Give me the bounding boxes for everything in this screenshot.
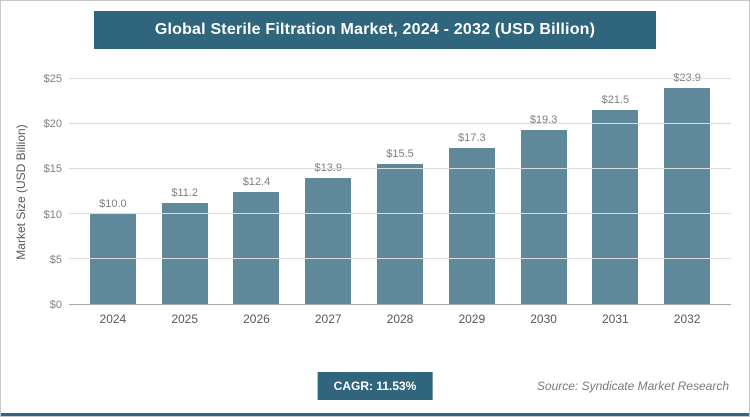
bar-column: $15.5 bbox=[364, 148, 436, 304]
y-tick-label: $10 bbox=[43, 208, 62, 221]
bar-column: $21.5 bbox=[579, 94, 651, 304]
bar bbox=[305, 178, 352, 304]
bar-value-label: $19.3 bbox=[529, 113, 558, 126]
x-axis-ticks: 2024 2025 2026 2027 2028 2029 2030 2031 2032 bbox=[69, 312, 731, 332]
y-axis-label-wrap: Market Size (USD Billion) bbox=[9, 79, 33, 305]
x-tick-label: 2024 bbox=[99, 312, 127, 326]
bar-column: $19.3 bbox=[508, 114, 580, 304]
x-tick-label: 2032 bbox=[673, 312, 701, 326]
chart-footer: CAGR: 11.53% Source: Syndicate Market Re… bbox=[1, 372, 749, 400]
bar-column: $13.9 bbox=[292, 162, 364, 304]
x-tick-label: 2029 bbox=[458, 312, 486, 326]
bar bbox=[233, 191, 280, 304]
x-tick-label: 2027 bbox=[314, 312, 342, 326]
bar-value-label: $17.3 bbox=[458, 131, 486, 144]
gridline bbox=[69, 213, 731, 214]
bars-container: $10.0 $11.2 $12.4 $13.9 $15.5 $17.3 $19.3 $21.5… bbox=[69, 72, 731, 304]
bar bbox=[161, 202, 208, 304]
gridline bbox=[69, 78, 731, 79]
bar-value-label: $15.5 bbox=[386, 147, 414, 160]
x-tick-label: 2026 bbox=[243, 312, 270, 326]
bar-column: $17.3 bbox=[436, 132, 508, 304]
x-tick-label: 2030 bbox=[530, 312, 557, 326]
y-axis-label: Market Size (USD Billion) bbox=[14, 124, 28, 260]
bar-column: $12.4 bbox=[221, 176, 293, 304]
bar bbox=[520, 129, 567, 304]
cagr-badge: CAGR: 11.53% bbox=[317, 372, 433, 400]
bar bbox=[377, 163, 423, 304]
y-tick-label: $20 bbox=[43, 118, 62, 131]
x-tick-label: 2031 bbox=[602, 312, 629, 326]
bar-column: $11.2 bbox=[149, 187, 221, 304]
gridline bbox=[69, 168, 731, 169]
bar-column: $23.9 bbox=[651, 72, 723, 304]
bar bbox=[664, 87, 711, 304]
plot-area: $10.0 $11.2 $12.4 $13.9 $15.5 $17.3 $19.3 $21.5… bbox=[69, 72, 731, 305]
bottom-accent-line bbox=[1, 413, 749, 416]
bar-value-label: $12.4 bbox=[242, 175, 271, 188]
x-tick-label: 2028 bbox=[386, 312, 414, 326]
bar-value-label: $21.5 bbox=[601, 93, 630, 106]
bar-value-label: $11.2 bbox=[171, 186, 199, 199]
y-tick-label: $0 bbox=[49, 299, 62, 311]
gridline bbox=[69, 258, 731, 259]
source-text: Source: Syndicate Market Research bbox=[536, 379, 729, 393]
y-tick-label: $15 bbox=[43, 163, 62, 176]
chart-title: Global Sterile Filtration Market, 2024 -… bbox=[94, 11, 656, 49]
bar-value-label: $23.9 bbox=[673, 71, 701, 84]
y-axis-ticks: $0 $5 $10 $15 $20 $25 bbox=[33, 73, 69, 311]
gridline bbox=[69, 123, 731, 124]
bar bbox=[592, 109, 639, 304]
bar bbox=[448, 147, 495, 304]
x-tick-label: 2025 bbox=[171, 312, 199, 326]
y-tick-label: $5 bbox=[49, 253, 62, 266]
bar-value-label: $10.0 bbox=[99, 197, 127, 210]
bar-chart: Market Size (USD Billion) $0 $5 $10 $15 $20 $… bbox=[9, 72, 731, 311]
y-tick-label: $25 bbox=[43, 73, 62, 85]
